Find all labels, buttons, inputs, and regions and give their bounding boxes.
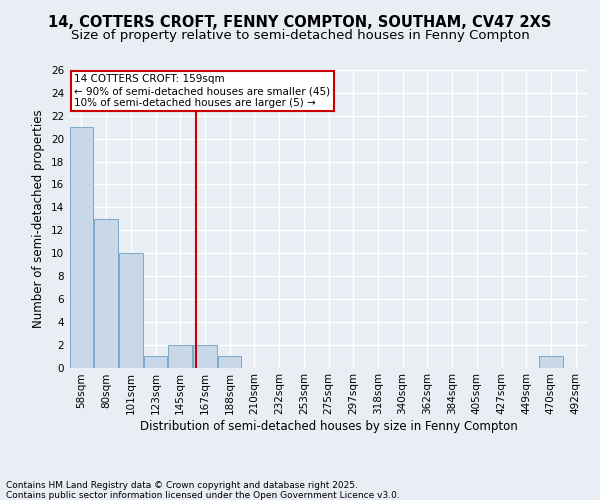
Text: Contains public sector information licensed under the Open Government Licence v3: Contains public sector information licen… — [6, 490, 400, 500]
Bar — [539, 356, 563, 368]
Bar — [144, 356, 167, 368]
Bar — [169, 344, 192, 368]
Bar — [94, 219, 118, 368]
Text: 14 COTTERS CROFT: 159sqm
← 90% of semi-detached houses are smaller (45)
10% of s: 14 COTTERS CROFT: 159sqm ← 90% of semi-d… — [74, 74, 331, 108]
Y-axis label: Number of semi-detached properties: Number of semi-detached properties — [32, 110, 46, 328]
Bar — [119, 253, 143, 368]
X-axis label: Distribution of semi-detached houses by size in Fenny Compton: Distribution of semi-detached houses by … — [140, 420, 517, 433]
Bar — [70, 127, 93, 368]
Text: 14, COTTERS CROFT, FENNY COMPTON, SOUTHAM, CV47 2XS: 14, COTTERS CROFT, FENNY COMPTON, SOUTHA… — [49, 15, 551, 30]
Bar — [218, 356, 241, 368]
Text: Size of property relative to semi-detached houses in Fenny Compton: Size of property relative to semi-detach… — [71, 28, 529, 42]
Bar — [193, 344, 217, 368]
Text: Contains HM Land Registry data © Crown copyright and database right 2025.: Contains HM Land Registry data © Crown c… — [6, 480, 358, 490]
